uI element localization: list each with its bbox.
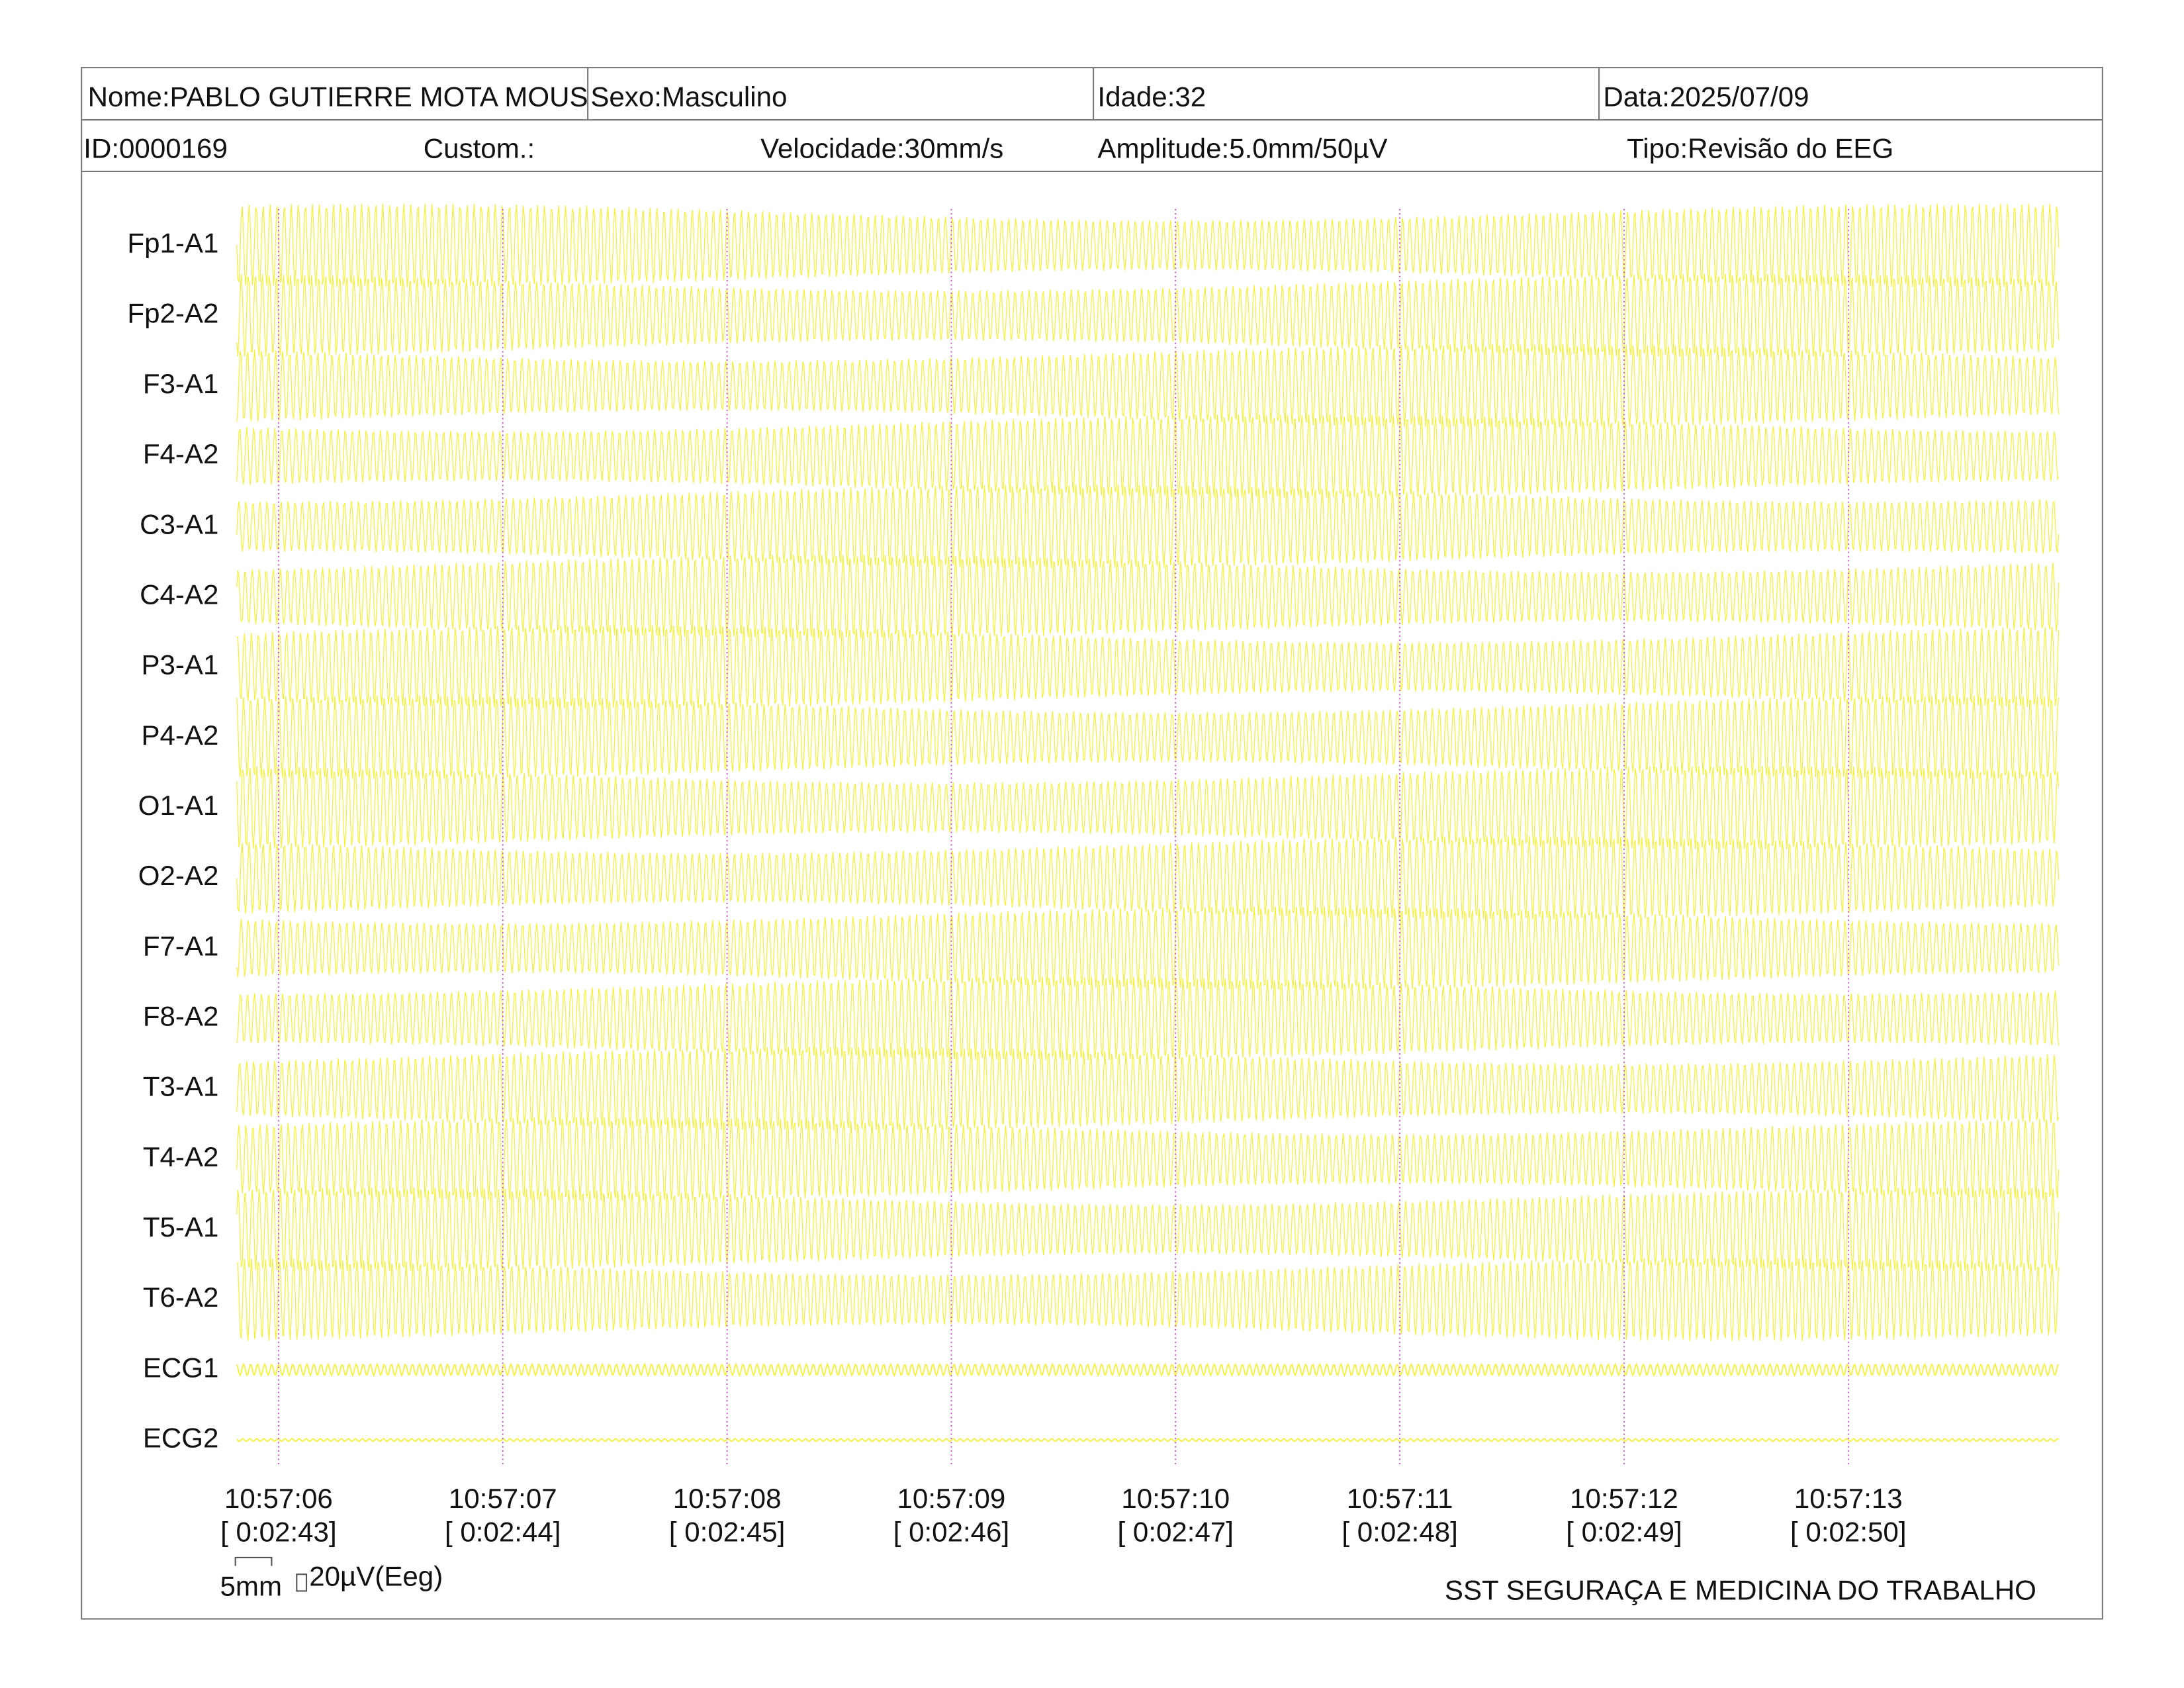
waveform <box>236 625 2060 709</box>
channel-label: ECG1 <box>143 1352 219 1383</box>
channel-label: C4-A2 <box>140 579 218 610</box>
time-label: 10:57:10 <box>1121 1483 1230 1514</box>
time-label: 10:57:06 <box>224 1483 333 1514</box>
scale-bar <box>234 1556 273 1566</box>
waveform <box>236 555 2060 639</box>
channel-label: ECG2 <box>143 1423 219 1454</box>
waveform <box>236 906 2060 990</box>
header-field: ID:0000169 <box>83 132 228 164</box>
waveform <box>236 1187 2060 1272</box>
waveform <box>236 695 2060 779</box>
elapsed-label: [ 0:02:45] <box>669 1516 785 1547</box>
elapsed-label: [ 0:02:46] <box>893 1516 1009 1547</box>
channel-label: P4-A2 <box>141 720 218 751</box>
header-field: Idade:32 <box>1097 81 1206 113</box>
header-field: Tipo:Revisão do EEG <box>1627 132 1893 164</box>
channel-label: Fp2-A2 <box>127 298 218 329</box>
elapsed-label: [ 0:02:47] <box>1118 1516 1234 1547</box>
waveforms <box>236 203 2060 1442</box>
waveform <box>236 344 2060 428</box>
scale-length: 5mm <box>220 1570 283 1601</box>
channel-label: F8-A2 <box>143 1001 219 1032</box>
channel-label: F7-A1 <box>143 930 219 961</box>
channel-label: C3-A1 <box>140 508 218 539</box>
time-label: 10:57:11 <box>1347 1483 1453 1514</box>
footer: SST SEGURAÇA E MEDICINA DO TRABALHO <box>1445 1575 2036 1606</box>
elapsed-label: [ 0:02:43] <box>220 1516 336 1547</box>
channel-label: Fp1-A1 <box>127 228 218 259</box>
time-label: 10:57:12 <box>1570 1483 1678 1514</box>
waveform <box>236 1117 2060 1201</box>
elapsed-label: [ 0:02:50] <box>1790 1516 1906 1547</box>
header-field: Data:2025/07/09 <box>1603 81 1809 113</box>
frame <box>81 67 2103 1620</box>
channel-label: T4-A2 <box>143 1141 219 1172</box>
scale-box <box>296 1573 308 1592</box>
channel-label: F3-A1 <box>143 368 219 399</box>
waveform <box>236 1047 2060 1131</box>
waveform <box>236 765 2060 849</box>
waveform <box>236 1258 2060 1342</box>
header-field: Sexo:Masculino <box>590 81 787 113</box>
channel-label: F4-A2 <box>143 438 219 469</box>
elapsed-label: [ 0:02:48] <box>1342 1516 1457 1547</box>
waveform <box>236 414 2060 498</box>
time-label: 10:57:13 <box>1794 1483 1903 1514</box>
waveform <box>236 835 2060 920</box>
header-field: Velocidade:30mm/s <box>760 132 1003 164</box>
waveform <box>236 976 2060 1060</box>
elapsed-label: [ 0:02:49] <box>1566 1516 1682 1547</box>
scale-amplitude: 20µV(Eeg) <box>309 1561 443 1592</box>
channel-label: O1-A1 <box>138 790 219 821</box>
channel-label: T3-A1 <box>143 1071 219 1102</box>
header-field: Amplitude:5.0mm/50µV <box>1097 132 1387 164</box>
header-field: Nome:PABLO GUTIERRE MOTA MOUS <box>88 81 588 113</box>
time-label: 10:57:07 <box>449 1483 557 1514</box>
channel-label: T6-A2 <box>143 1282 219 1313</box>
header-field: Custom.: <box>424 132 535 164</box>
channel-label: O2-A2 <box>138 860 219 891</box>
waveform <box>236 1362 2060 1378</box>
channel-label: P3-A1 <box>141 649 218 680</box>
channel-label: T5-A1 <box>143 1211 219 1243</box>
waveform <box>236 485 2060 569</box>
time-label: 10:57:08 <box>673 1483 782 1514</box>
elapsed-label: [ 0:02:44] <box>445 1516 561 1547</box>
waveform <box>236 1438 2060 1442</box>
time-label: 10:57:09 <box>897 1483 1006 1514</box>
waveform <box>236 203 2060 287</box>
waveform <box>236 273 2060 357</box>
